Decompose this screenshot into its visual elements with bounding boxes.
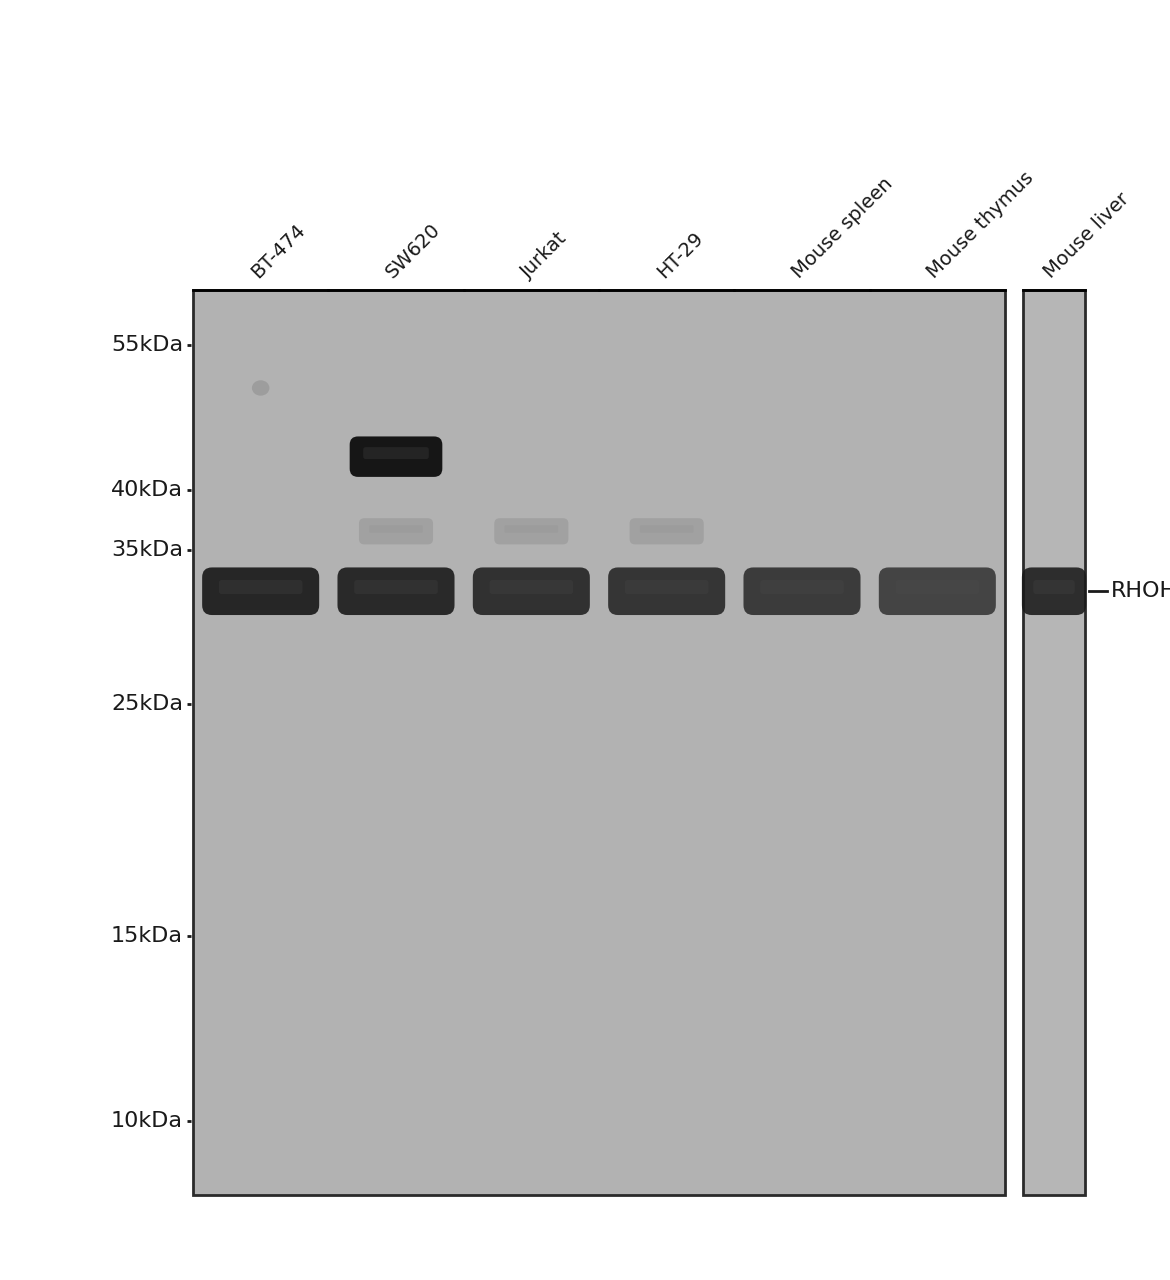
Text: BT-474: BT-474 xyxy=(247,220,309,282)
Bar xyxy=(1023,291,1085,1196)
Text: 55kDa: 55kDa xyxy=(111,334,183,355)
FancyBboxPatch shape xyxy=(504,525,558,532)
FancyBboxPatch shape xyxy=(743,567,860,614)
Ellipse shape xyxy=(252,380,269,396)
FancyBboxPatch shape xyxy=(337,567,454,614)
FancyBboxPatch shape xyxy=(489,580,573,594)
FancyBboxPatch shape xyxy=(1033,580,1075,594)
FancyBboxPatch shape xyxy=(879,567,996,614)
FancyBboxPatch shape xyxy=(219,580,302,594)
FancyBboxPatch shape xyxy=(350,436,442,477)
FancyBboxPatch shape xyxy=(359,518,433,544)
FancyBboxPatch shape xyxy=(202,567,319,614)
Text: SW620: SW620 xyxy=(383,220,445,282)
Text: 10kDa: 10kDa xyxy=(111,1111,183,1132)
Text: 40kDa: 40kDa xyxy=(111,480,183,499)
Text: Mouse thymus: Mouse thymus xyxy=(924,168,1038,282)
FancyBboxPatch shape xyxy=(1021,567,1086,614)
Text: Mouse spleen: Mouse spleen xyxy=(789,174,896,282)
Bar xyxy=(193,291,1005,1196)
FancyBboxPatch shape xyxy=(355,580,438,594)
FancyBboxPatch shape xyxy=(369,525,422,532)
FancyBboxPatch shape xyxy=(760,580,844,594)
FancyBboxPatch shape xyxy=(473,567,590,614)
FancyBboxPatch shape xyxy=(494,518,569,544)
FancyBboxPatch shape xyxy=(895,580,979,594)
FancyBboxPatch shape xyxy=(625,580,709,594)
Text: 35kDa: 35kDa xyxy=(111,540,183,561)
Text: 15kDa: 15kDa xyxy=(111,927,183,946)
Text: RHOH: RHOH xyxy=(1112,581,1170,602)
Text: Jurkat: Jurkat xyxy=(518,229,571,282)
Text: 25kDa: 25kDa xyxy=(111,694,183,714)
FancyBboxPatch shape xyxy=(629,518,703,544)
Text: Mouse liver: Mouse liver xyxy=(1040,189,1134,282)
Text: HT-29: HT-29 xyxy=(653,229,707,282)
FancyBboxPatch shape xyxy=(363,447,428,460)
FancyBboxPatch shape xyxy=(608,567,725,614)
FancyBboxPatch shape xyxy=(640,525,694,532)
